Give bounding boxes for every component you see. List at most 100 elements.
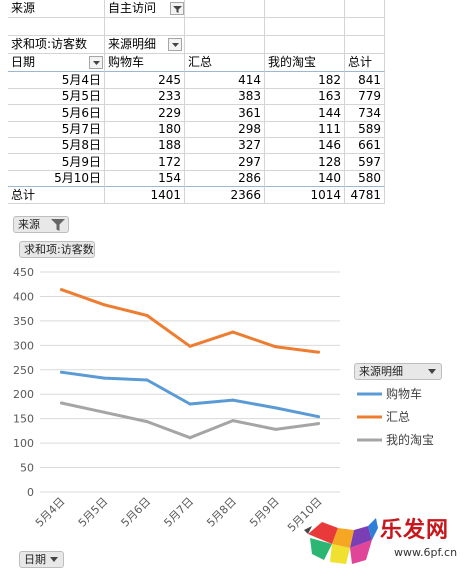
x-tick-label: 5月9日 xyxy=(247,495,282,530)
data-point[interactable] xyxy=(188,436,192,440)
y-tick-label: 200 xyxy=(13,388,34,401)
row-field-header[interactable]: 日期 xyxy=(8,54,105,72)
y-tick-label: 400 xyxy=(13,290,34,303)
value-cell: 297 xyxy=(185,153,265,171)
value-cell: 111 xyxy=(265,120,345,138)
value-cell: 580 xyxy=(345,169,385,187)
chart-value-field-label: 求和项:访客数 xyxy=(24,243,94,256)
colorful-bull-icon xyxy=(304,518,378,564)
row-date-cell: 5月4日 xyxy=(8,72,105,89)
data-point[interactable] xyxy=(231,398,235,402)
chart-filter-source-button[interactable]: 来源 xyxy=(13,216,69,233)
y-tick-label: 250 xyxy=(13,364,34,377)
row-date-cell: 5月5日 xyxy=(8,88,105,106)
data-point[interactable] xyxy=(231,419,235,423)
data-point[interactable] xyxy=(317,350,321,354)
value-cell: 163 xyxy=(265,88,345,106)
row-field-dropdown[interactable] xyxy=(89,56,103,69)
data-point[interactable] xyxy=(188,402,192,406)
value-cell: 245 xyxy=(105,72,185,89)
watermark-brand: 乐发网 xyxy=(380,517,450,543)
line-chart: 0 50 100 150 200 250 300 350 400 450 5月4日 5月5日 5月6日… xyxy=(13,266,434,535)
data-point[interactable] xyxy=(317,415,321,419)
column-field-header[interactable]: 来源明细 xyxy=(105,36,185,54)
chart-value-field-button[interactable]: 求和项:访客数 xyxy=(19,241,95,258)
data-point[interactable] xyxy=(274,427,278,431)
filter-funnel-icon xyxy=(51,219,65,231)
data-point[interactable] xyxy=(317,422,321,426)
chart-legend-field-button[interactable]: 来源明细 xyxy=(354,363,442,380)
value-cell: 188 xyxy=(105,137,185,155)
report-filter-label: 来源 xyxy=(8,0,105,18)
legend-label: 我的淘宝 xyxy=(386,432,434,447)
data-point[interactable] xyxy=(145,314,149,318)
report-filter-button[interactable] xyxy=(170,2,184,15)
data-point[interactable] xyxy=(188,344,192,348)
data-point[interactable] xyxy=(102,303,106,307)
report-filter-value[interactable]: 自主访问 xyxy=(105,0,185,18)
data-point[interactable] xyxy=(102,410,106,414)
value-cell: 361 xyxy=(185,104,265,122)
y-tick-label: 50 xyxy=(20,462,34,475)
x-tick-label: 5月6日 xyxy=(119,495,154,530)
chevron-down-icon xyxy=(172,43,179,47)
data-point[interactable] xyxy=(59,401,63,405)
data-point[interactable] xyxy=(145,378,149,382)
row-date-cell: 5月6日 xyxy=(8,104,105,122)
x-tick-label: 5月7日 xyxy=(161,495,196,530)
total-cell: 1014 xyxy=(265,186,345,204)
total-label: 总计 xyxy=(8,186,105,204)
row-date-cell: 5月8日 xyxy=(8,137,105,155)
total-cell: 2366 xyxy=(185,186,265,204)
total-cell: 4781 xyxy=(345,186,385,204)
value-cell: 154 xyxy=(105,169,185,187)
watermark-url: www.6pf.cn xyxy=(394,546,458,559)
value-cell: 172 xyxy=(105,153,185,171)
value-cell: 597 xyxy=(345,153,385,171)
value-cell: 779 xyxy=(345,88,385,106)
data-point[interactable] xyxy=(145,420,149,424)
column-header-huizong: 汇总 xyxy=(185,54,265,72)
chart-axis-field-button[interactable]: 日期 xyxy=(19,551,64,568)
column-header-wodetaobao: 我的淘宝 xyxy=(265,54,345,72)
y-tick-label: 0 xyxy=(27,486,34,499)
y-tick-label: 350 xyxy=(13,315,34,328)
watermark-logo: 乐发网 www.6pf.cn xyxy=(302,508,468,578)
value-cell: 327 xyxy=(185,137,265,155)
column-field-dropdown[interactable] xyxy=(168,38,182,51)
data-point[interactable] xyxy=(274,345,278,349)
x-tick-label: 5月8日 xyxy=(204,495,239,530)
data-point[interactable] xyxy=(59,288,63,292)
legend-label: 购物车 xyxy=(386,386,422,401)
column-header-total: 总计 xyxy=(345,54,385,72)
chevron-down-icon xyxy=(93,61,100,65)
data-point[interactable] xyxy=(231,330,235,334)
value-cell: 144 xyxy=(265,104,345,122)
y-tick-label: 150 xyxy=(13,413,34,426)
value-cell: 286 xyxy=(185,169,265,187)
value-cell: 233 xyxy=(105,88,185,106)
value-cell: 661 xyxy=(345,137,385,155)
legend-label: 汇总 xyxy=(386,410,410,424)
column-header-gouwuche: 购物车 xyxy=(105,54,185,72)
row-date-cell: 5月10日 xyxy=(8,169,105,187)
row-date-cell: 5月9日 xyxy=(8,153,105,171)
chevron-down-icon xyxy=(50,557,58,562)
data-point[interactable] xyxy=(274,406,278,410)
y-tick-label: 300 xyxy=(13,339,34,352)
total-cell: 1401 xyxy=(105,186,185,204)
data-point[interactable] xyxy=(59,370,63,374)
x-tick-label: 5月5日 xyxy=(76,495,111,530)
value-cell: 841 xyxy=(345,72,385,89)
data-point[interactable] xyxy=(102,376,106,380)
value-cell: 734 xyxy=(345,104,385,122)
value-cell: 180 xyxy=(105,120,185,138)
pivot-chart[interactable]: 0 50 100 150 200 250 300 350 400 450 5月4日 5月5日 5月6日… xyxy=(0,208,470,581)
value-cell: 140 xyxy=(265,169,345,187)
y-tick-label: 450 xyxy=(13,266,34,279)
chevron-down-icon xyxy=(428,369,436,374)
pivot-value-label: 求和项:访客数 xyxy=(8,36,105,54)
chart-filter-source-label: 来源 xyxy=(18,218,40,231)
x-tick-label: 5月4日 xyxy=(33,495,68,530)
y-tick-label: 100 xyxy=(13,437,34,450)
